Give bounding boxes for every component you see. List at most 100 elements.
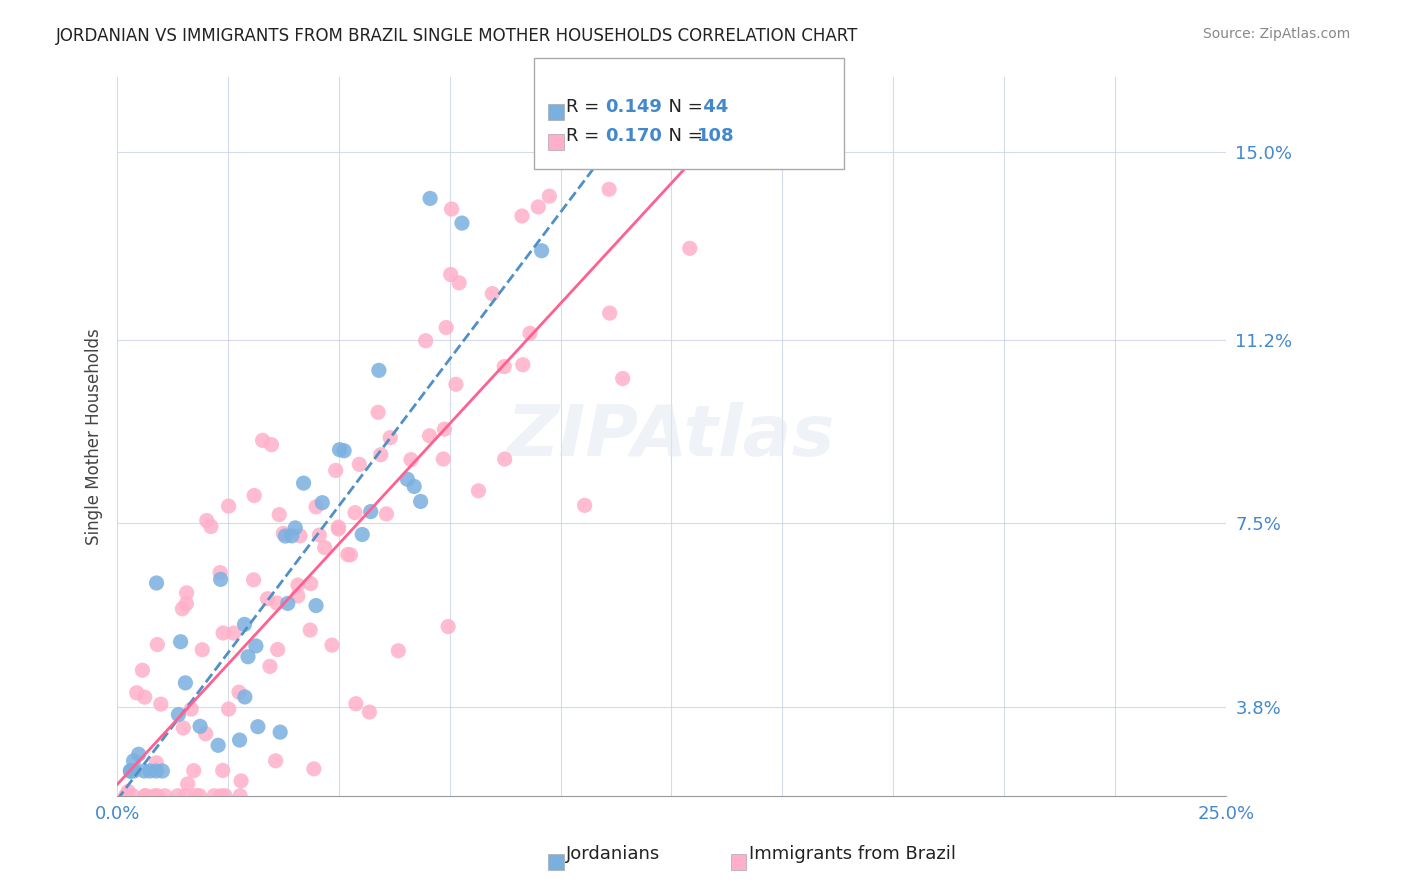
- Point: [233, 617, 256, 632]
- Point: [212, 626, 235, 640]
- Point: [512, 358, 534, 372]
- Point: [188, 719, 211, 733]
- Point: [599, 306, 621, 320]
- Point: [519, 326, 541, 341]
- Point: [344, 506, 367, 520]
- Point: [287, 578, 309, 592]
- Text: 44: 44: [697, 98, 728, 116]
- Point: [211, 764, 233, 778]
- Point: [409, 494, 432, 508]
- Point: [145, 764, 167, 778]
- Point: [229, 773, 252, 788]
- Point: [305, 599, 328, 613]
- Point: [598, 182, 620, 196]
- Point: [120, 764, 142, 778]
- Point: [246, 720, 269, 734]
- Point: [359, 705, 381, 719]
- Point: [336, 548, 359, 562]
- Point: [259, 659, 281, 673]
- Point: [396, 472, 419, 486]
- Point: [440, 202, 463, 216]
- Point: [339, 548, 361, 562]
- Point: [207, 739, 229, 753]
- Point: [494, 359, 516, 374]
- Point: [437, 619, 460, 633]
- Point: [747, 120, 769, 134]
- Point: [299, 576, 322, 591]
- Point: [122, 754, 145, 768]
- Text: JORDANIAN VS IMMIGRANTS FROM BRAZIL SINGLE MOTHER HOUSEHOLDS CORRELATION CHART: JORDANIAN VS IMMIGRANTS FROM BRAZIL SING…: [56, 27, 859, 45]
- Point: [404, 479, 426, 493]
- Point: [169, 634, 191, 648]
- Point: [269, 725, 291, 739]
- Text: Immigrants from Brazil: Immigrants from Brazil: [749, 845, 956, 863]
- Point: [146, 638, 169, 652]
- Text: R =: R =: [567, 128, 605, 145]
- Point: [120, 764, 142, 778]
- Point: [440, 268, 463, 282]
- Point: [218, 499, 240, 513]
- Point: [367, 405, 389, 419]
- Point: [292, 476, 315, 491]
- Point: [328, 522, 350, 536]
- Text: R =: R =: [567, 98, 605, 116]
- Point: [321, 638, 343, 652]
- Text: N =: N =: [658, 98, 709, 116]
- Text: 108: 108: [697, 128, 734, 145]
- Point: [209, 789, 232, 803]
- Point: [277, 596, 299, 610]
- Point: [195, 514, 218, 528]
- Point: [115, 789, 138, 803]
- Point: [344, 697, 367, 711]
- Point: [150, 764, 173, 778]
- Point: [418, 429, 440, 443]
- Point: [252, 434, 274, 448]
- Point: [202, 789, 225, 803]
- Point: [143, 789, 166, 803]
- Point: [183, 764, 205, 778]
- Point: [329, 442, 352, 457]
- Point: [131, 663, 153, 677]
- Point: [399, 452, 422, 467]
- Text: N =: N =: [658, 128, 709, 145]
- Point: [122, 764, 145, 778]
- Point: [308, 528, 330, 542]
- Point: [314, 541, 336, 555]
- Point: [387, 644, 409, 658]
- Point: [125, 686, 148, 700]
- Point: [538, 189, 561, 203]
- Point: [444, 377, 467, 392]
- Point: [229, 789, 252, 803]
- Point: [121, 789, 143, 803]
- Point: [115, 789, 138, 803]
- Point: [530, 244, 553, 258]
- Point: [200, 519, 222, 533]
- Text: ZIPAtlas: ZIPAtlas: [508, 402, 835, 471]
- Point: [191, 642, 214, 657]
- Point: [214, 789, 236, 803]
- Point: [415, 334, 437, 348]
- Point: [266, 642, 288, 657]
- Point: [273, 526, 295, 541]
- Point: [284, 521, 307, 535]
- Point: [527, 200, 550, 214]
- Point: [115, 789, 138, 803]
- Point: [145, 576, 167, 591]
- Point: [598, 120, 620, 134]
- Point: [209, 573, 232, 587]
- Point: [222, 626, 245, 640]
- Point: [433, 422, 456, 436]
- Point: [243, 488, 266, 502]
- Point: [380, 431, 402, 445]
- Point: [481, 286, 503, 301]
- Point: [419, 191, 441, 205]
- Point: [166, 789, 188, 803]
- Point: [299, 623, 322, 637]
- Point: [467, 483, 489, 498]
- Point: [134, 789, 156, 803]
- Point: [120, 764, 142, 778]
- Point: [333, 443, 356, 458]
- Point: [550, 120, 572, 134]
- Point: [494, 452, 516, 467]
- Point: [288, 529, 311, 543]
